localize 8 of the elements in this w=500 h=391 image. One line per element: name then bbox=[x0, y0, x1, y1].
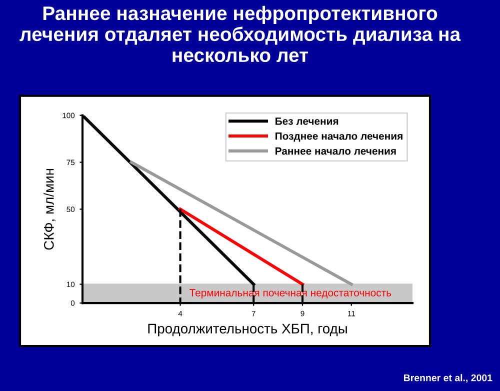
chart-title: Раннее назначение нефропротективного лечения отдаляет необходимость диализа на несколько лет bbox=[20, 6, 461, 62]
legend-label: Без лечения bbox=[276, 118, 338, 125]
band-label: Терминальная почечная недостаточность bbox=[190, 289, 392, 298]
x-axis-title: Продолжительность ХБП, годы bbox=[148, 324, 347, 336]
legend-label: Позднее начало лечения bbox=[276, 132, 402, 142]
legend-label: Раннее начало лечения bbox=[276, 147, 396, 155]
y-axis-title: СКФ, мл/мин bbox=[44, 168, 56, 250]
text: Brenner et al., 2001 bbox=[404, 374, 492, 383]
